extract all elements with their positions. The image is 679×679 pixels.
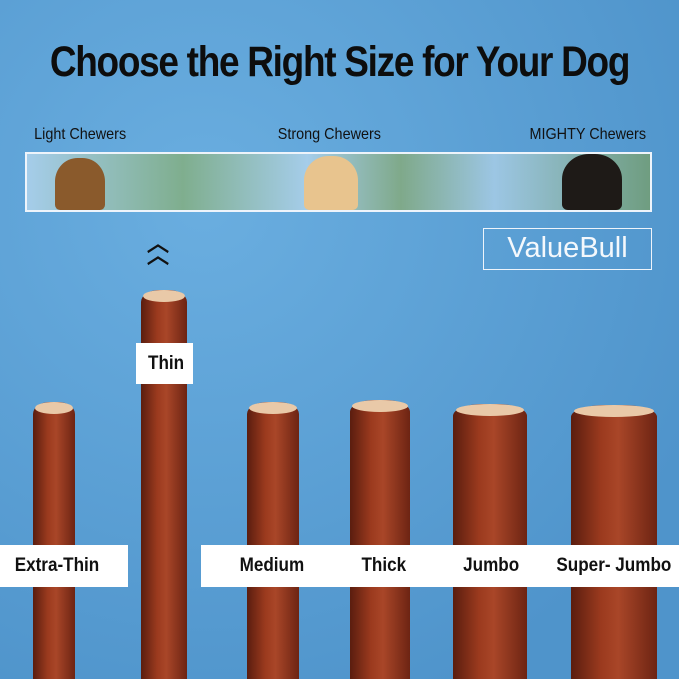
rottweiler-image xyxy=(562,154,622,210)
brand-logo: ValueBull xyxy=(483,228,652,270)
strong-chewers-label: Strong Chewers xyxy=(277,126,381,143)
label-box xyxy=(0,545,128,587)
size-label-medium: Medium xyxy=(239,555,305,576)
stick-thick xyxy=(350,400,410,679)
size-label-thin: Thin xyxy=(148,353,185,374)
stick-jumbo xyxy=(453,404,527,679)
label-band xyxy=(201,545,679,587)
light-chewers-label: Light Chewers xyxy=(34,126,127,143)
stick-extra-thin xyxy=(33,402,75,679)
size-label-extra-thin: Extra-Thin xyxy=(14,555,100,576)
size-label-jumbo: Jumbo xyxy=(463,555,520,576)
label-box xyxy=(136,343,193,384)
size-label-super-jumbo: Super- Jumbo xyxy=(556,555,672,576)
mighty-chewers-label: MIGHTY Chewers xyxy=(529,126,647,143)
double-chevron-up-icon: ︿ ︿ xyxy=(147,231,170,268)
dog-banner xyxy=(25,152,652,212)
yorkie-image xyxy=(55,158,105,210)
stick-medium xyxy=(247,402,299,679)
labrador-image xyxy=(304,156,358,210)
size-label-thick: Thick xyxy=(361,555,407,576)
page-title: Choose the Right Size for Your Dog xyxy=(49,38,631,86)
stick-super-jumbo xyxy=(571,405,657,679)
